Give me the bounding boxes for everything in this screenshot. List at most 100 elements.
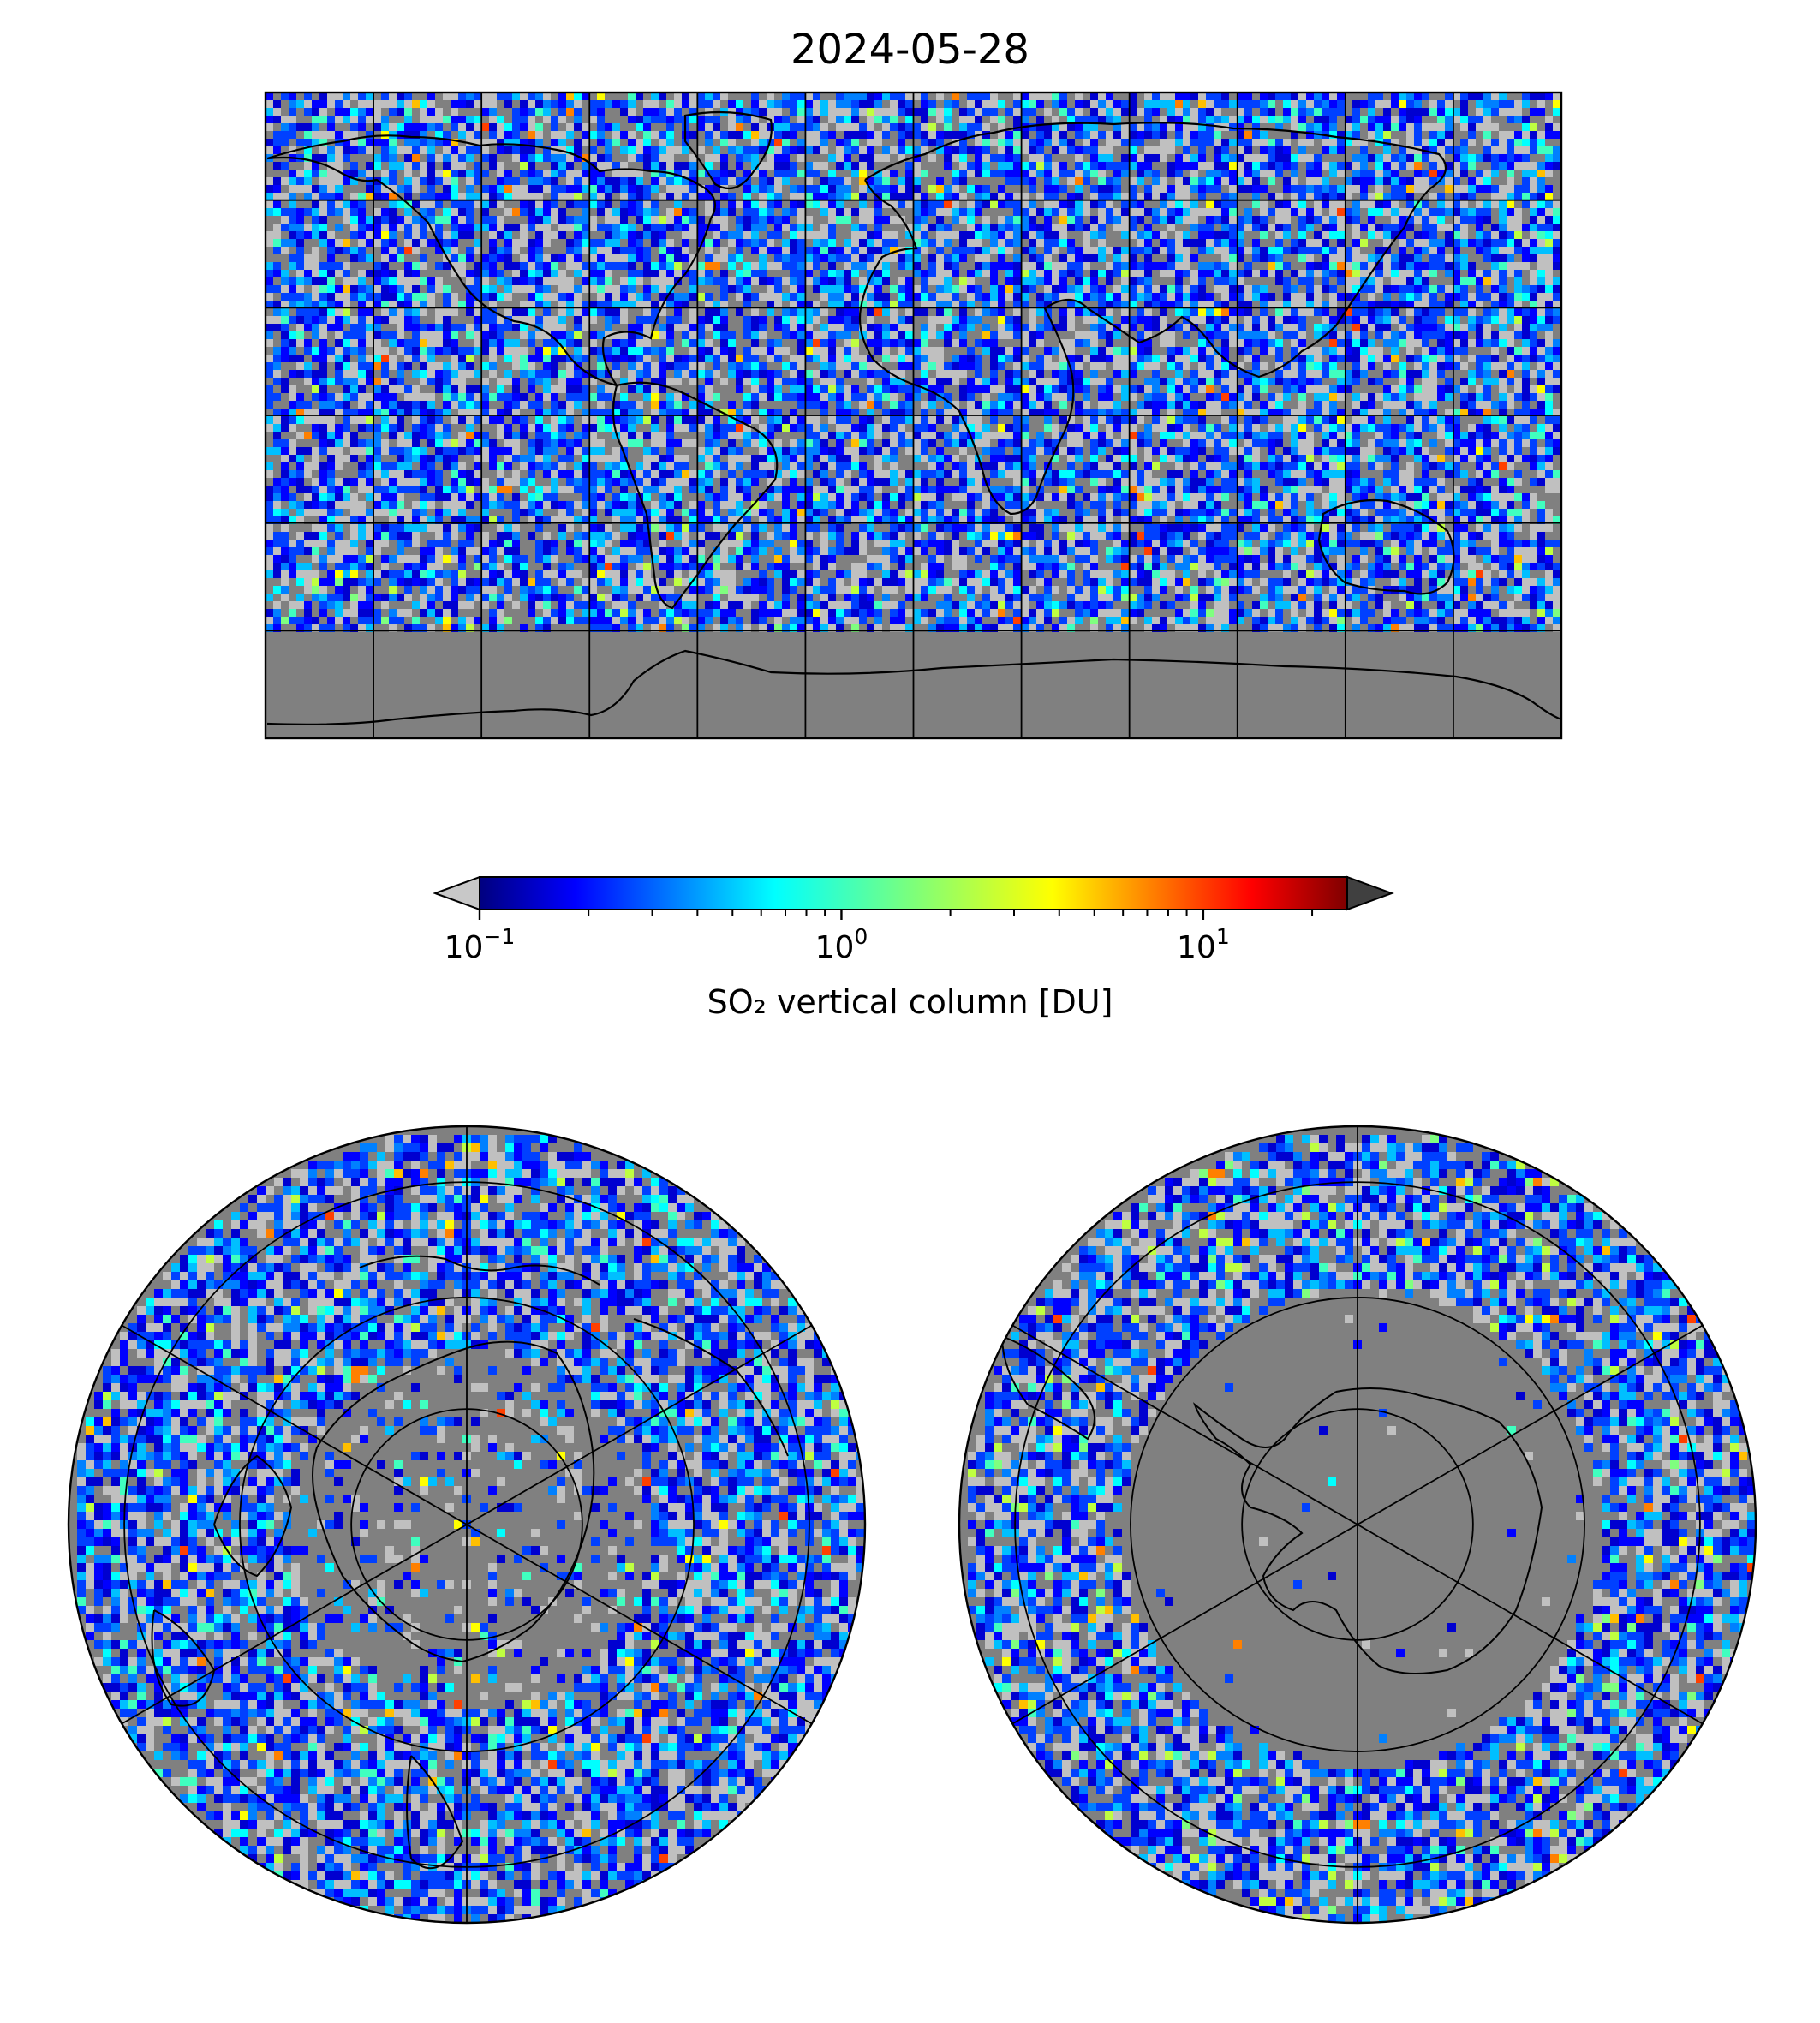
data-pixel	[512, 139, 520, 146]
data-pixel	[851, 131, 859, 139]
data-pixel	[312, 378, 319, 385]
data-pixel	[327, 254, 335, 262]
data-pixel	[628, 100, 636, 108]
data-pixel	[1214, 154, 1221, 162]
data-pixel	[404, 239, 412, 247]
data-pixel	[1406, 301, 1414, 308]
data-pixel	[443, 308, 451, 316]
data-pixel	[1152, 355, 1160, 362]
data-pixel	[312, 293, 319, 301]
data-pixel	[605, 177, 612, 185]
data-pixel	[1352, 185, 1360, 193]
data-pixel	[1013, 154, 1021, 162]
data-pixel	[1059, 339, 1067, 347]
data-pixel	[1129, 200, 1137, 208]
data-pixel	[1406, 254, 1414, 262]
data-pixel	[358, 139, 366, 146]
data-pixel	[296, 308, 304, 316]
data-pixel	[1545, 339, 1553, 347]
data-pixel	[1206, 131, 1214, 139]
data-pixel	[1368, 208, 1375, 216]
data-pixel	[551, 254, 558, 262]
data-pixel	[1036, 362, 1044, 370]
data-pixel	[1422, 170, 1429, 177]
data-pixel	[343, 362, 350, 370]
data-pixel	[882, 170, 890, 177]
data-pixel	[898, 277, 905, 285]
data-pixel	[1283, 308, 1291, 316]
data-pixel	[928, 331, 936, 339]
data-pixel	[551, 339, 558, 347]
data-pixel	[651, 108, 659, 116]
data-pixel	[1291, 370, 1298, 378]
data-pixel	[620, 331, 628, 339]
data-pixel	[759, 185, 767, 193]
data-pixel	[597, 277, 605, 285]
data-pixel	[489, 362, 497, 370]
data-pixel	[1144, 293, 1152, 301]
data-pixel	[1545, 185, 1553, 193]
data-pixel	[1036, 277, 1044, 285]
data-pixel	[774, 324, 782, 331]
data-pixel	[743, 324, 751, 331]
data-pixel	[1167, 362, 1175, 370]
data-pixel	[1029, 324, 1036, 331]
data-pixel	[1507, 200, 1514, 208]
data-pixel	[474, 200, 481, 208]
data-pixel	[296, 231, 304, 239]
data-pixel	[1036, 308, 1044, 316]
data-pixel	[1553, 200, 1560, 208]
data-pixel	[620, 285, 628, 293]
data-pixel	[1406, 108, 1414, 116]
data-pixel	[1005, 277, 1013, 285]
data-pixel	[1368, 200, 1375, 208]
data-pixel	[535, 208, 543, 216]
data-pixel	[1137, 208, 1144, 216]
data-pixel	[682, 362, 689, 370]
data-pixel	[1298, 146, 1306, 154]
data-pixel	[882, 370, 890, 378]
data-pixel	[636, 208, 643, 216]
data-pixel	[975, 170, 982, 177]
data-pixel	[1021, 139, 1029, 146]
data-pixel	[797, 339, 805, 347]
data-pixel	[389, 177, 397, 185]
data-pixel	[273, 262, 281, 270]
data-pixel	[535, 239, 543, 247]
data-pixel	[389, 185, 397, 193]
data-pixel	[674, 362, 682, 370]
data-pixel	[1137, 308, 1144, 316]
data-pixel	[890, 123, 898, 131]
data-pixel	[373, 270, 381, 277]
data-pixel	[790, 92, 797, 100]
data-pixel	[736, 293, 743, 301]
data-pixel	[666, 347, 674, 355]
data-pixel	[1298, 355, 1306, 362]
data-pixel	[528, 262, 535, 270]
data-pixel	[481, 216, 489, 224]
data-pixel	[1530, 339, 1537, 347]
data-pixel	[574, 270, 582, 277]
data-pixel	[1005, 316, 1013, 324]
data-pixel	[435, 285, 443, 293]
data-pixel	[1360, 200, 1368, 208]
data-pixel	[389, 108, 397, 116]
data-pixel	[1530, 170, 1537, 177]
data-pixel	[504, 146, 512, 154]
data-pixel	[651, 231, 659, 239]
data-pixel	[1537, 92, 1545, 100]
data-pixel	[1113, 131, 1121, 139]
data-pixel	[859, 239, 867, 247]
data-pixel	[504, 262, 512, 270]
data-pixel	[582, 139, 589, 146]
data-pixel	[312, 162, 319, 170]
data-pixel	[736, 239, 743, 247]
data-pixel	[844, 123, 851, 131]
data-pixel	[1052, 324, 1059, 331]
data-pixel	[1067, 239, 1075, 247]
data-pixel	[1391, 123, 1399, 131]
data-pixel	[797, 293, 805, 301]
data-pixel	[458, 92, 466, 100]
data-pixel	[466, 355, 474, 362]
data-pixel	[535, 347, 543, 355]
